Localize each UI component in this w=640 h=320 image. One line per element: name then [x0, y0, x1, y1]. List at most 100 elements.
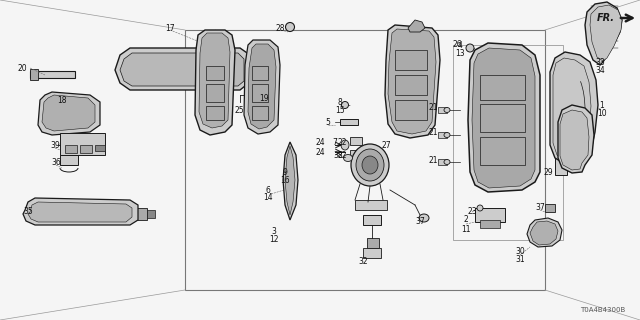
- Text: 4: 4: [458, 41, 463, 50]
- Text: 18: 18: [57, 95, 67, 105]
- Text: 17: 17: [165, 23, 175, 33]
- Polygon shape: [248, 44, 276, 129]
- Bar: [252, 106, 268, 120]
- Text: 29: 29: [543, 167, 553, 177]
- Ellipse shape: [444, 108, 450, 113]
- Bar: [355, 200, 387, 210]
- Ellipse shape: [444, 159, 450, 164]
- Bar: [453, 45, 563, 240]
- Bar: [252, 66, 268, 80]
- Bar: [395, 75, 427, 95]
- Bar: [438, 107, 447, 113]
- Text: 10: 10: [597, 108, 607, 117]
- Polygon shape: [28, 202, 132, 222]
- Bar: [218, 44, 230, 52]
- Ellipse shape: [351, 144, 389, 186]
- Ellipse shape: [466, 44, 474, 52]
- Text: 39: 39: [50, 140, 60, 149]
- Bar: [350, 150, 360, 158]
- Ellipse shape: [356, 149, 384, 181]
- Polygon shape: [385, 25, 440, 138]
- Text: 7: 7: [333, 138, 337, 147]
- Text: FR.: FR.: [597, 13, 615, 23]
- Text: 37: 37: [535, 204, 545, 212]
- Text: 13: 13: [455, 49, 465, 58]
- Ellipse shape: [477, 205, 483, 211]
- Polygon shape: [244, 40, 280, 134]
- Polygon shape: [560, 110, 589, 170]
- Polygon shape: [199, 33, 230, 128]
- Text: 12: 12: [269, 236, 279, 244]
- Text: 20: 20: [17, 63, 27, 73]
- Text: 22: 22: [337, 138, 347, 147]
- Text: T0A4B4300B: T0A4B4300B: [580, 307, 625, 313]
- Bar: [30, 69, 38, 80]
- Polygon shape: [558, 105, 594, 173]
- Bar: [480, 137, 525, 165]
- Text: 38: 38: [333, 150, 343, 159]
- Text: 36: 36: [51, 157, 61, 166]
- Text: 23: 23: [467, 207, 477, 217]
- Ellipse shape: [285, 22, 294, 31]
- Bar: [60, 133, 105, 155]
- Bar: [340, 119, 358, 125]
- Polygon shape: [38, 92, 100, 135]
- Ellipse shape: [344, 155, 353, 162]
- Text: 35: 35: [23, 207, 33, 217]
- Bar: [480, 75, 525, 100]
- Text: 16: 16: [280, 175, 290, 185]
- Polygon shape: [553, 58, 591, 162]
- Bar: [80, 145, 92, 153]
- Bar: [480, 104, 525, 132]
- Text: 15: 15: [335, 106, 345, 115]
- Polygon shape: [550, 52, 598, 165]
- Polygon shape: [23, 198, 138, 225]
- Polygon shape: [527, 218, 562, 247]
- Bar: [438, 132, 447, 138]
- Bar: [244, 68, 252, 78]
- Ellipse shape: [342, 101, 349, 108]
- Text: 28: 28: [275, 23, 285, 33]
- Text: 31: 31: [515, 255, 525, 265]
- Bar: [206, 66, 224, 80]
- Text: 21: 21: [428, 156, 438, 164]
- Text: 21: 21: [428, 127, 438, 137]
- Text: 8: 8: [338, 98, 342, 107]
- Text: 22: 22: [337, 150, 347, 159]
- Text: 25: 25: [234, 106, 244, 115]
- Bar: [220, 38, 228, 44]
- Text: 24: 24: [315, 148, 325, 156]
- Text: 37: 37: [415, 218, 425, 227]
- Bar: [395, 100, 427, 120]
- Polygon shape: [472, 48, 535, 188]
- Bar: [367, 238, 379, 248]
- Bar: [475, 208, 505, 222]
- Bar: [30, 71, 75, 78]
- Polygon shape: [285, 146, 295, 215]
- Bar: [350, 137, 362, 145]
- Bar: [60, 155, 78, 165]
- Bar: [185, 30, 545, 290]
- Text: 19: 19: [259, 93, 269, 102]
- Polygon shape: [42, 95, 95, 131]
- Bar: [252, 84, 268, 102]
- Bar: [438, 159, 447, 165]
- Text: 6: 6: [266, 186, 271, 195]
- Polygon shape: [195, 30, 235, 135]
- Polygon shape: [115, 48, 250, 90]
- Polygon shape: [468, 43, 540, 192]
- Polygon shape: [530, 221, 558, 245]
- Text: 5: 5: [326, 117, 330, 126]
- Text: 34: 34: [595, 66, 605, 75]
- Bar: [95, 145, 105, 151]
- Text: 30: 30: [515, 247, 525, 257]
- Text: 9: 9: [283, 167, 287, 177]
- Polygon shape: [388, 29, 436, 134]
- Bar: [132, 208, 147, 220]
- Polygon shape: [590, 5, 622, 61]
- Bar: [363, 248, 381, 258]
- Bar: [395, 50, 427, 70]
- Text: 27: 27: [381, 140, 391, 149]
- Ellipse shape: [444, 132, 450, 138]
- Text: 11: 11: [461, 226, 471, 235]
